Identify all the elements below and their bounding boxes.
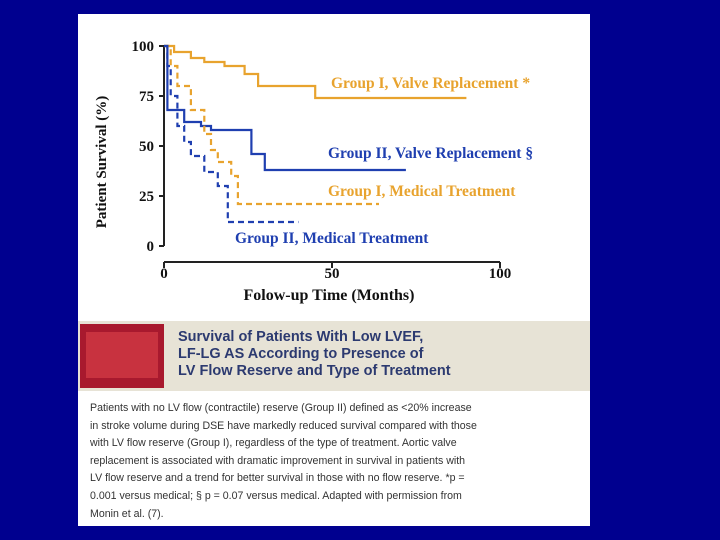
caption-title-line: Survival of Patients With Low LVEF, bbox=[178, 329, 424, 345]
y-tick-label: 0 bbox=[147, 239, 155, 255]
x-tick-label: 0 bbox=[160, 266, 168, 282]
chart-annotations: Group I, Valve Replacement * Group II, Va… bbox=[235, 75, 533, 247]
series-label-1: Group I, Valve Replacement * bbox=[331, 75, 530, 92]
series-label-3: Group I, Medical Treatment bbox=[328, 183, 516, 200]
x-tick-label: 100 bbox=[489, 266, 512, 282]
y-tick-label: 75 bbox=[139, 89, 154, 105]
series-line-2 bbox=[164, 44, 406, 172]
caption-title: Survival of Patients With Low LVEF, LF-L… bbox=[178, 329, 578, 380]
caption-body: Patients with no LV flow (contractile) r… bbox=[90, 400, 580, 523]
caption-body-line: Monin et al. (7). bbox=[90, 507, 164, 520]
caption-body-line: in stroke volume during DSE have markedl… bbox=[90, 419, 477, 432]
y-tick-label: 25 bbox=[139, 189, 154, 205]
y-axis-label: Patient Survival (%) bbox=[94, 96, 110, 229]
caption-body-line: Patients with no LV flow (contractile) r… bbox=[90, 402, 472, 414]
caption-marker-inner bbox=[86, 332, 158, 378]
caption-body-line: 0.001 versus medical; § p = 0.07 versus … bbox=[90, 489, 462, 502]
y-tick-label: 100 bbox=[132, 39, 155, 55]
chart-series bbox=[164, 44, 467, 224]
caption-marker bbox=[80, 324, 164, 388]
x-tick-label: 50 bbox=[325, 266, 340, 282]
x-axis-label: Folow-up Time (Months) bbox=[244, 287, 415, 304]
series-line-4 bbox=[164, 44, 299, 224]
series-line-1 bbox=[164, 44, 467, 100]
survival-chart: 100 75 50 25 00 50 100 Group I, Valve Replacem… bbox=[94, 39, 533, 304]
figure-panel: 100 75 50 25 0 0 50 100 Group I, Valve Replacem… bbox=[78, 14, 590, 526]
chart-axes: 100 75 50 25 00 50 100 bbox=[132, 39, 512, 282]
series-label-2: Group II, Valve Replacement § bbox=[328, 145, 533, 162]
caption-title-line: LF-LG AS According to Presence of bbox=[178, 346, 424, 362]
caption-body-line: LV flow reserve and a trend for better s… bbox=[90, 472, 465, 485]
caption-header: Survival of Patients With Low LVEF, LF-L… bbox=[78, 321, 590, 391]
caption-title-line: LV Flow Reserve and Type of Treatment bbox=[178, 363, 451, 379]
caption-body-line: with LV flow reserve (Group I), regardle… bbox=[90, 437, 457, 450]
series-line-3 bbox=[164, 44, 379, 206]
y-tick-label: 50 bbox=[139, 139, 154, 155]
series-label-4: Group II, Medical Treatment bbox=[235, 230, 429, 247]
caption-body-line: replacement is associated with dramatic … bbox=[90, 454, 466, 467]
